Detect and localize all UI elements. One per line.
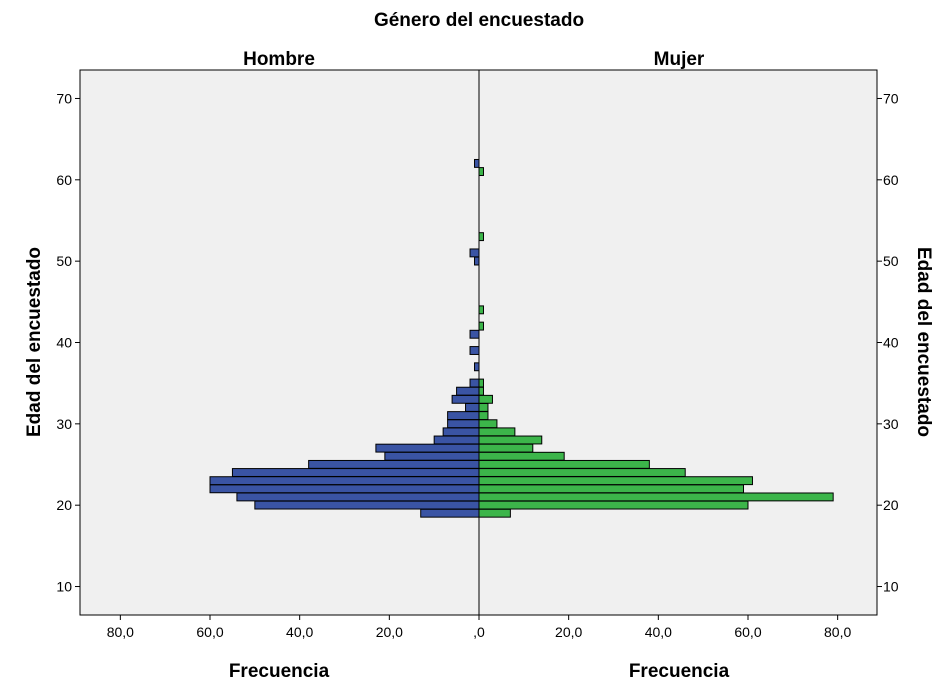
y-tick-label-right: 70 <box>883 90 899 106</box>
y-tick-label-right: 50 <box>883 253 899 269</box>
bar-mujer-age-28 <box>478 435 543 445</box>
y-tick-label-right: 60 <box>883 172 899 188</box>
bar-mujer-age-23 <box>478 476 753 486</box>
bar-mujer-age-53 <box>478 232 484 242</box>
y-tick-label-left: 70 <box>56 90 72 106</box>
x-tick-label-left: 60,0 <box>196 624 223 640</box>
x-axis-title-right: Frecuencia <box>629 661 730 682</box>
bar-hombre-age-34 <box>456 386 480 396</box>
bar-hombre-age-27 <box>375 443 480 453</box>
y-tick-label-right: 30 <box>883 416 899 432</box>
bar-hombre-age-29 <box>442 427 480 437</box>
bar-hombre-age-23 <box>209 476 480 486</box>
bar-hombre-age-22 <box>209 484 480 494</box>
bar-hombre-age-28 <box>433 435 480 445</box>
y-axis-title-right: Edad del encuestado <box>913 247 934 437</box>
bar-hombre-age-37 <box>474 362 480 372</box>
bar-mujer-age-32 <box>478 403 489 412</box>
y-tick-label-left: 10 <box>56 579 72 595</box>
x-tick-label-left: 20,0 <box>376 624 403 640</box>
bar-hombre-age-30 <box>447 419 480 429</box>
x-tick-label-right: 60,0 <box>734 624 761 640</box>
x-tick-label-right: 20,0 <box>555 624 582 640</box>
y-axis-right: 10 20 30 40 50 60 70 <box>877 90 899 595</box>
bar-mujer-age-21 <box>478 492 834 502</box>
y-tick-label-right: 20 <box>883 497 899 513</box>
bar-hombre-age-35 <box>469 378 480 388</box>
bar-hombre-age-24 <box>231 468 480 477</box>
bar-mujer-age-31 <box>478 411 489 421</box>
x-axis-title-left: Frecuencia <box>229 661 330 682</box>
y-tick-label-left: 50 <box>56 253 72 269</box>
bar-hombre-age-39 <box>469 346 480 355</box>
x-tick-label-left: ,0 <box>473 624 485 640</box>
bar-mujer-age-24 <box>478 468 686 477</box>
x-tick-label-left: 80,0 <box>107 624 134 640</box>
bar-hombre-age-31 <box>447 411 480 421</box>
hombre-bars <box>209 158 480 518</box>
bar-mujer-age-44 <box>478 305 484 315</box>
y-tick-label-left: 60 <box>56 172 72 188</box>
y-tick-label-right: 40 <box>883 335 899 351</box>
bar-hombre-age-20 <box>254 500 480 510</box>
chart-title: Género del encuestado <box>374 10 584 31</box>
bar-hombre-age-19 <box>420 508 480 518</box>
y-axis-left: 10 20 30 40 50 60 70 <box>56 90 80 595</box>
bar-mujer-age-19 <box>478 508 511 518</box>
y-tick-label-left: 40 <box>56 335 72 351</box>
bar-hombre-age-62 <box>474 158 480 168</box>
x-tick-label-right: 80,0 <box>824 624 851 640</box>
x-tick-label-left: 40,0 <box>286 624 313 640</box>
x-tick-label-right: 40,0 <box>645 624 672 640</box>
bar-hombre-age-26 <box>384 451 480 461</box>
bar-mujer-age-22 <box>478 484 745 494</box>
bar-mujer-age-29 <box>478 427 516 437</box>
bar-hombre-age-21 <box>236 492 480 502</box>
bar-hombre-age-41 <box>469 329 480 339</box>
bar-hombre-age-32 <box>465 403 480 412</box>
x-axis-left: 80,0 60,0 40,0 20,0 ,0 <box>107 615 485 640</box>
y-tick-label-left: 20 <box>56 497 72 513</box>
panel-title-hombre: Hombre <box>243 49 315 70</box>
panel-title-mujer: Mujer <box>654 49 705 70</box>
y-axis-title-left: Edad del encuestado <box>24 247 45 437</box>
bar-mujer-age-35 <box>478 378 484 388</box>
x-axis-right: 20,0 40,0 60,0 80,0 <box>555 615 851 640</box>
bar-mujer-age-42 <box>478 321 484 331</box>
bar-hombre-age-33 <box>451 394 480 404</box>
y-tick-label-right: 10 <box>883 579 899 595</box>
bar-hombre-age-51 <box>469 248 480 258</box>
y-tick-label-left: 30 <box>56 416 72 432</box>
bar-mujer-age-61 <box>478 167 484 177</box>
bar-mujer-age-25 <box>478 459 650 469</box>
bar-mujer-age-30 <box>478 419 498 429</box>
bar-hombre-age-25 <box>308 459 480 469</box>
bar-mujer-age-33 <box>478 394 493 404</box>
bar-mujer-age-20 <box>478 500 749 510</box>
bar-mujer-age-34 <box>478 386 484 396</box>
bar-mujer-age-26 <box>478 451 565 461</box>
bar-hombre-age-50 <box>474 256 480 266</box>
bar-mujer-age-27 <box>478 443 534 453</box>
